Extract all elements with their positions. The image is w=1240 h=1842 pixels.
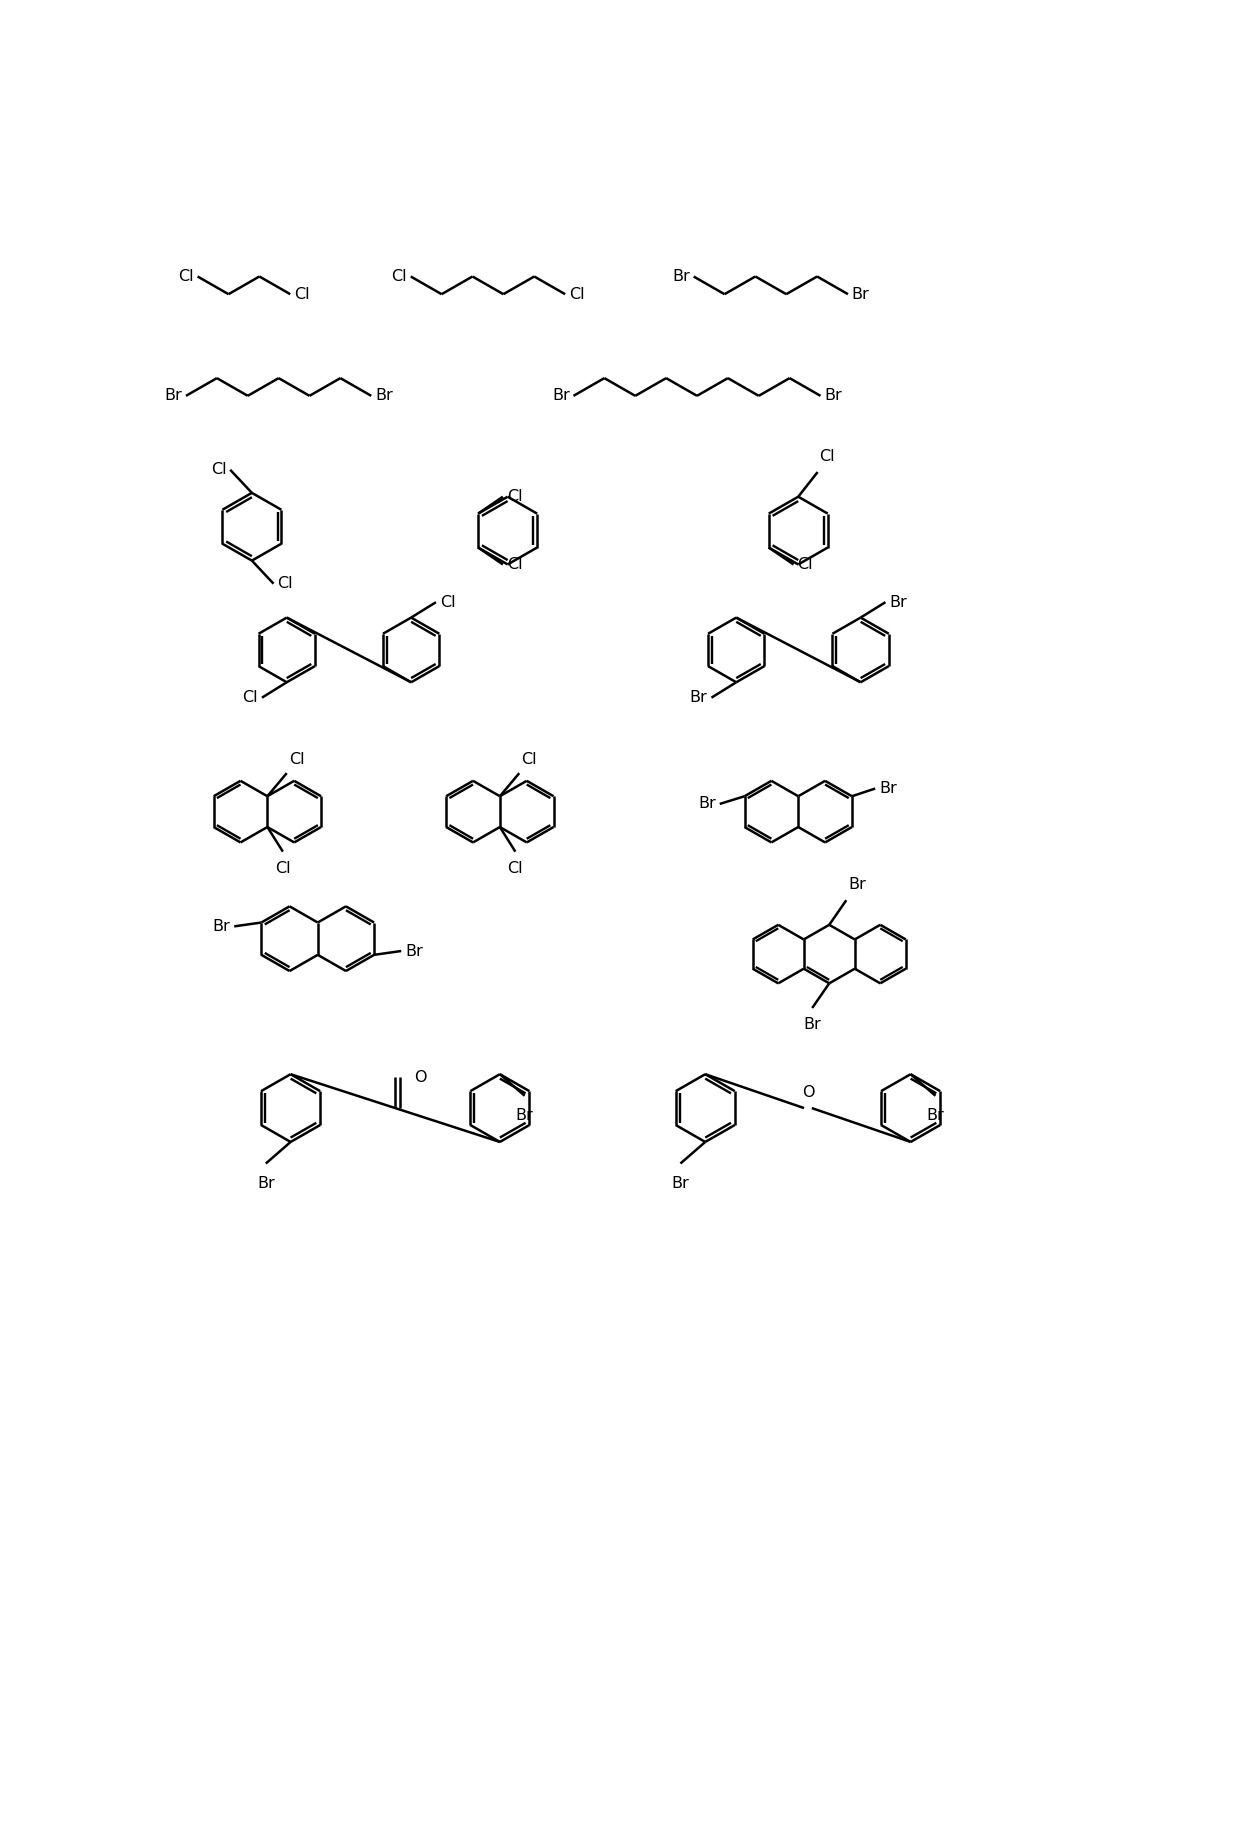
Text: Br: Br: [689, 691, 708, 705]
Text: Cl: Cl: [275, 860, 290, 877]
Text: Br: Br: [212, 919, 231, 934]
Text: Cl: Cl: [797, 556, 813, 573]
Text: Cl: Cl: [820, 449, 835, 464]
Text: Br: Br: [879, 781, 897, 796]
Text: Br: Br: [848, 877, 867, 893]
Text: Cl: Cl: [507, 860, 523, 877]
Text: Cl: Cl: [211, 462, 226, 477]
Text: Br: Br: [926, 1109, 945, 1124]
Text: O: O: [414, 1070, 427, 1085]
Text: Cl: Cl: [294, 287, 310, 302]
Text: Cl: Cl: [392, 269, 407, 284]
Text: O: O: [802, 1085, 815, 1100]
Text: Br: Br: [825, 389, 842, 403]
Text: Cl: Cl: [179, 269, 193, 284]
Text: Cl: Cl: [507, 556, 522, 573]
Text: Cl: Cl: [522, 752, 537, 766]
Text: Br: Br: [672, 269, 689, 284]
Text: Br: Br: [257, 1175, 275, 1190]
Text: Br: Br: [672, 1175, 689, 1190]
Text: Br: Br: [516, 1109, 533, 1124]
Text: Cl: Cl: [243, 691, 258, 705]
Text: Br: Br: [698, 796, 715, 812]
Text: Br: Br: [889, 595, 906, 610]
Text: Br: Br: [804, 1017, 821, 1032]
Text: Cl: Cl: [507, 490, 522, 505]
Text: Br: Br: [552, 389, 569, 403]
Text: Br: Br: [852, 287, 869, 302]
Text: Cl: Cl: [440, 595, 455, 610]
Text: Br: Br: [376, 389, 393, 403]
Text: Cl: Cl: [278, 577, 293, 591]
Text: Br: Br: [165, 389, 182, 403]
Text: Cl: Cl: [569, 287, 584, 302]
Text: Cl: Cl: [289, 752, 305, 766]
Text: Br: Br: [405, 943, 423, 958]
